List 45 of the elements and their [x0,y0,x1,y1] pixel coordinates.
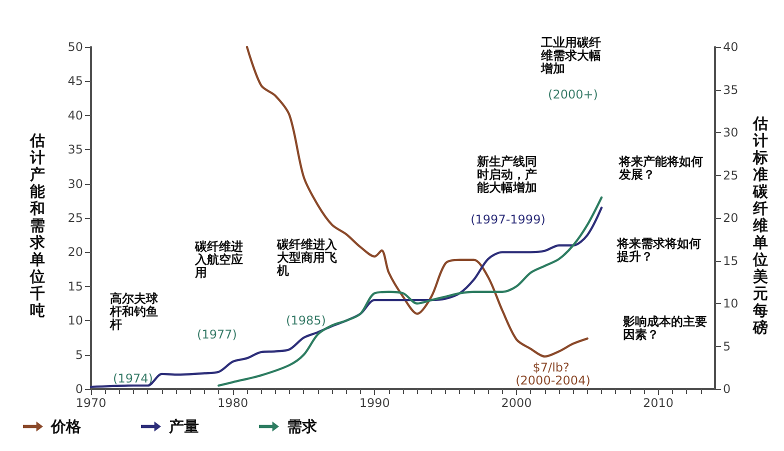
y-tick-label: 0 [75,382,83,396]
x-tick-label: 1970 [76,396,106,410]
annotation: 新生产线同时启动，产能大幅增加 [476,154,537,194]
annotation: 碳纤维进入大型商用飞机 [276,238,338,278]
y2-tick-label: 25 [723,168,738,182]
y2-tick-label: 10 [723,296,738,310]
annotation: $7/lb? (2000-2004) [516,360,590,388]
legend-label: 价格 [50,418,82,436]
legend-label: 需求 [287,418,318,436]
y-tick-label: 40 [68,108,83,122]
text: 估计产能和需求单位千吨 [30,132,45,320]
annotation: (1977) [197,328,237,342]
y-tick-label: 10 [68,314,83,328]
annotation: 将来需求将如何提升？ [616,236,701,264]
y2-tick-label: 5 [723,339,731,354]
annotation: (2000+) [548,88,598,102]
y2-tick-label: 35 [723,82,738,97]
annotation: 将来产能将如何发展？ [618,154,703,182]
y-tick-label: 50 [68,40,83,54]
annotation: 影响成本的主要因素？ [622,314,707,342]
y2-tick-label: 40 [723,40,738,54]
x-tick-label: 2010 [643,396,674,410]
annotation: 工业用碳纤维需求大幅增加 [540,36,601,76]
y2-tick-label: 15 [723,254,738,268]
y-tick-label: 45 [68,74,83,88]
x-tick-label: 2000 [501,396,532,410]
y2-tick-label: 30 [723,126,738,140]
y-tick-label: 30 [68,176,83,191]
text: 估计标准碳纤维单位美元每磅 [753,114,768,336]
x-tick-label: 1980 [218,396,248,410]
line-series [90,206,603,388]
y-tick-label: 20 [68,245,83,260]
annotation: 碳纤维进入航空应用 [194,240,243,280]
y2-tick-label: 20 [723,211,738,225]
y-tick-label: 25 [68,211,83,225]
y-tick-label: 15 [68,279,83,294]
annotation: 高尔夫球杆和钓鱼杆 [109,292,159,332]
y-tick-label: 5 [75,348,83,362]
annotation: (1974) [113,372,153,386]
legend-label: 产量 [168,418,199,436]
y-tick-label: 35 [68,142,83,157]
x-tick-label: 1990 [359,396,390,410]
y2-tick-label: 0 [723,382,731,396]
annotation: (1997-1999) [470,212,546,226]
annotation: (1985) [286,314,326,328]
